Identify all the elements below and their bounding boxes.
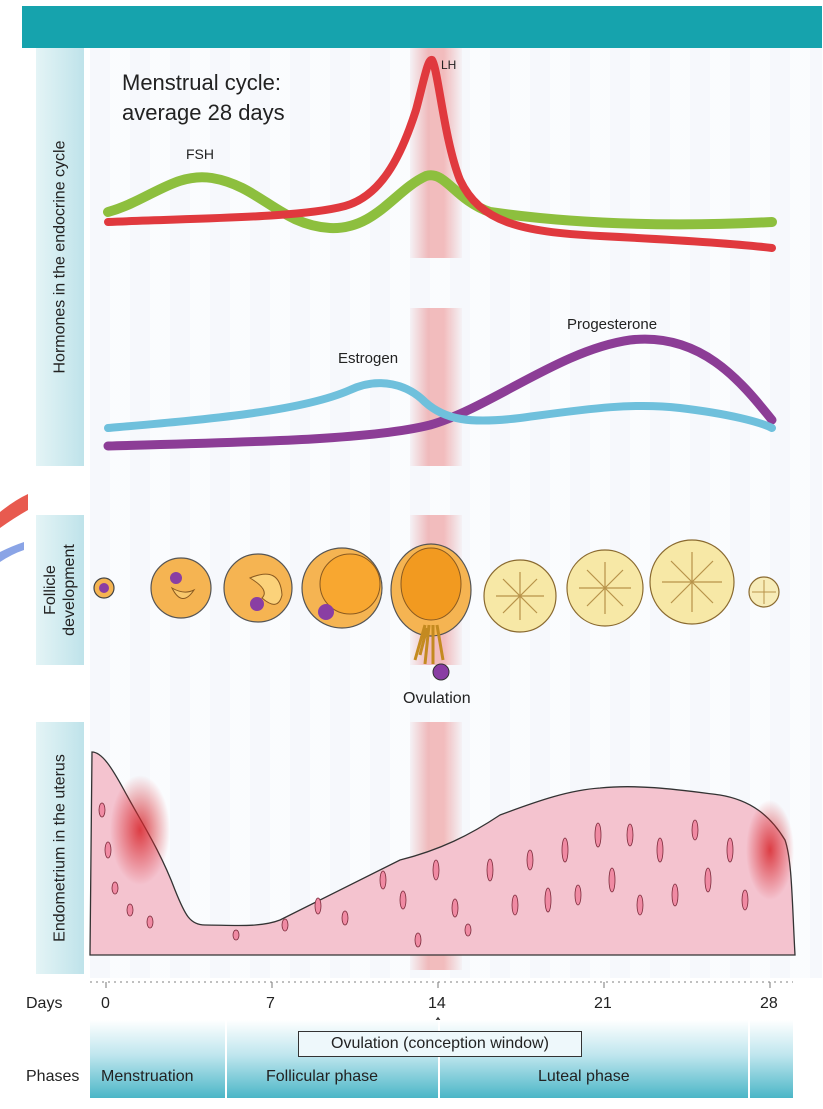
phase-menstruation: Menstruation xyxy=(101,1068,194,1085)
follicle-stage-3 xyxy=(223,553,293,623)
corpus-luteum-1 xyxy=(483,559,557,633)
follicle-stage-5-rupturing xyxy=(390,543,472,681)
hormones-section-label: Hormones in the endocrine cycle xyxy=(36,48,84,466)
diagram-title: Menstrual cycle: average 28 days xyxy=(122,70,285,125)
follicle-stage-1 xyxy=(93,577,115,599)
header-bar xyxy=(22,6,822,48)
fsh-curve xyxy=(103,170,777,234)
phase-divider xyxy=(748,1020,750,1098)
day-tick-7: 7 xyxy=(266,995,275,1012)
lh-curve xyxy=(104,55,776,252)
ovulation-band-hormones xyxy=(410,308,462,466)
estrogen-label: Estrogen xyxy=(338,350,399,367)
corpus-luteum-3 xyxy=(649,539,735,625)
corpus-luteum-2 xyxy=(566,549,644,627)
fsh-label: FSH xyxy=(186,146,214,162)
follicle-stage-2 xyxy=(150,557,212,619)
day-tick-21: 21 xyxy=(594,995,612,1012)
ovulation-label: Ovulation xyxy=(403,690,471,707)
day-tick-14: 14 xyxy=(428,995,446,1012)
progesterone-curve xyxy=(103,334,777,451)
endometrium-lining xyxy=(89,751,796,956)
partial-figure-icon xyxy=(0,494,28,562)
progesterone-label: Progesterone xyxy=(567,316,658,333)
phase-divider xyxy=(438,1020,440,1098)
lh-label: LH xyxy=(441,58,457,72)
day-tick-0: 0 xyxy=(101,995,110,1012)
phases-label: Phases xyxy=(26,1068,80,1085)
phase-divider xyxy=(225,1020,227,1098)
follicle-stage-4 xyxy=(301,547,383,629)
phase-follicular: Follicular phase xyxy=(266,1068,379,1085)
days-label: Days xyxy=(26,995,63,1012)
phase-luteal: Luteal phase xyxy=(538,1068,630,1085)
ovulation-window-box: Ovulation (conception window) xyxy=(298,1031,582,1057)
estrogen-curve xyxy=(104,379,776,432)
corpus-albicans xyxy=(748,576,780,608)
endometrium-section-label: Endometrium in the uterus xyxy=(36,722,84,974)
follicle-section-label: Follicle development xyxy=(36,515,84,665)
day-tick-28: 28 xyxy=(760,995,778,1012)
